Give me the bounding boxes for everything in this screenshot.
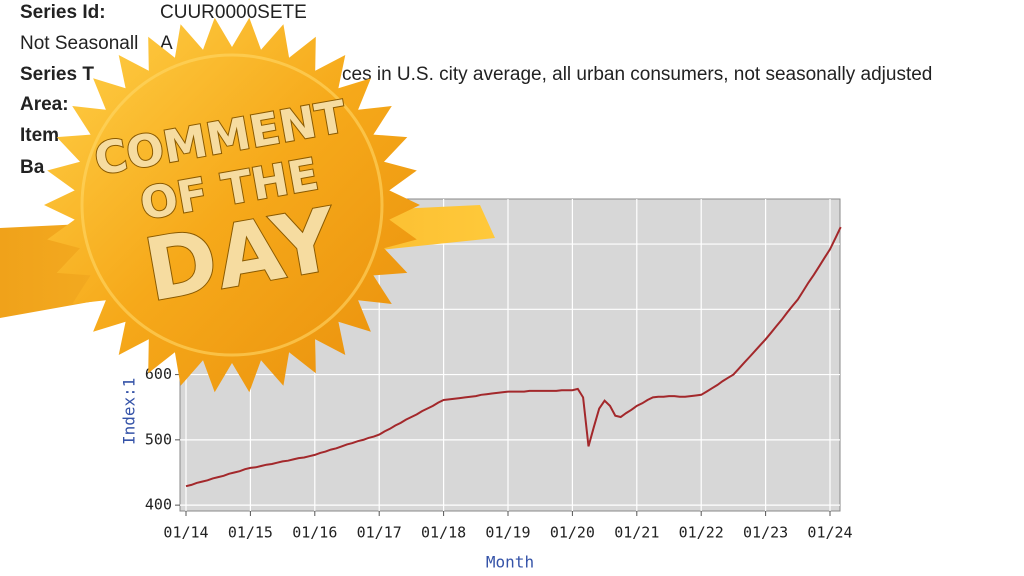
x-tick-label: 01/20 <box>550 524 595 542</box>
x-tick-label: 01/14 <box>163 524 208 542</box>
x-tick-label: 01/17 <box>357 524 402 542</box>
field-label: Area: <box>20 94 69 115</box>
x-axis-label: Month <box>486 553 534 572</box>
y-axis-label: Index:1 <box>120 378 139 445</box>
x-tick-label: 01/18 <box>421 524 466 542</box>
y-tick-label: 500 <box>145 430 172 448</box>
field-label: Item <box>20 125 59 146</box>
x-tick-label: 01/19 <box>485 524 530 542</box>
field-value: ces in U.S. city average, all urban cons… <box>342 64 932 85</box>
starburst <box>44 17 420 393</box>
badge-ring <box>80 53 384 357</box>
field-label: Ba <box>20 157 45 178</box>
x-tick-label: 01/24 <box>807 524 852 542</box>
data-line <box>185 226 842 488</box>
chart: 40050060070080001/1401/1501/1601/1701/18… <box>120 198 853 572</box>
x-tick-label: 01/15 <box>228 524 273 542</box>
x-tick-label: 01/22 <box>679 524 724 542</box>
x-tick-label: 01/21 <box>614 524 659 542</box>
x-tick-label: 01/16 <box>292 524 337 542</box>
field-label: Series Id: <box>20 2 106 23</box>
y-tick-label: 400 <box>145 496 172 514</box>
comment-badge: COMMENT OF THE DAY <box>0 17 495 393</box>
field-value: CUUR0000SETE <box>160 2 307 23</box>
field-label: Not Seasonall <box>20 33 138 54</box>
field-label: Series T <box>20 64 94 85</box>
x-tick-label: 01/23 <box>743 524 788 542</box>
series-header: Series Id: CUUR0000SETE Not Seasonall A … <box>20 2 932 178</box>
